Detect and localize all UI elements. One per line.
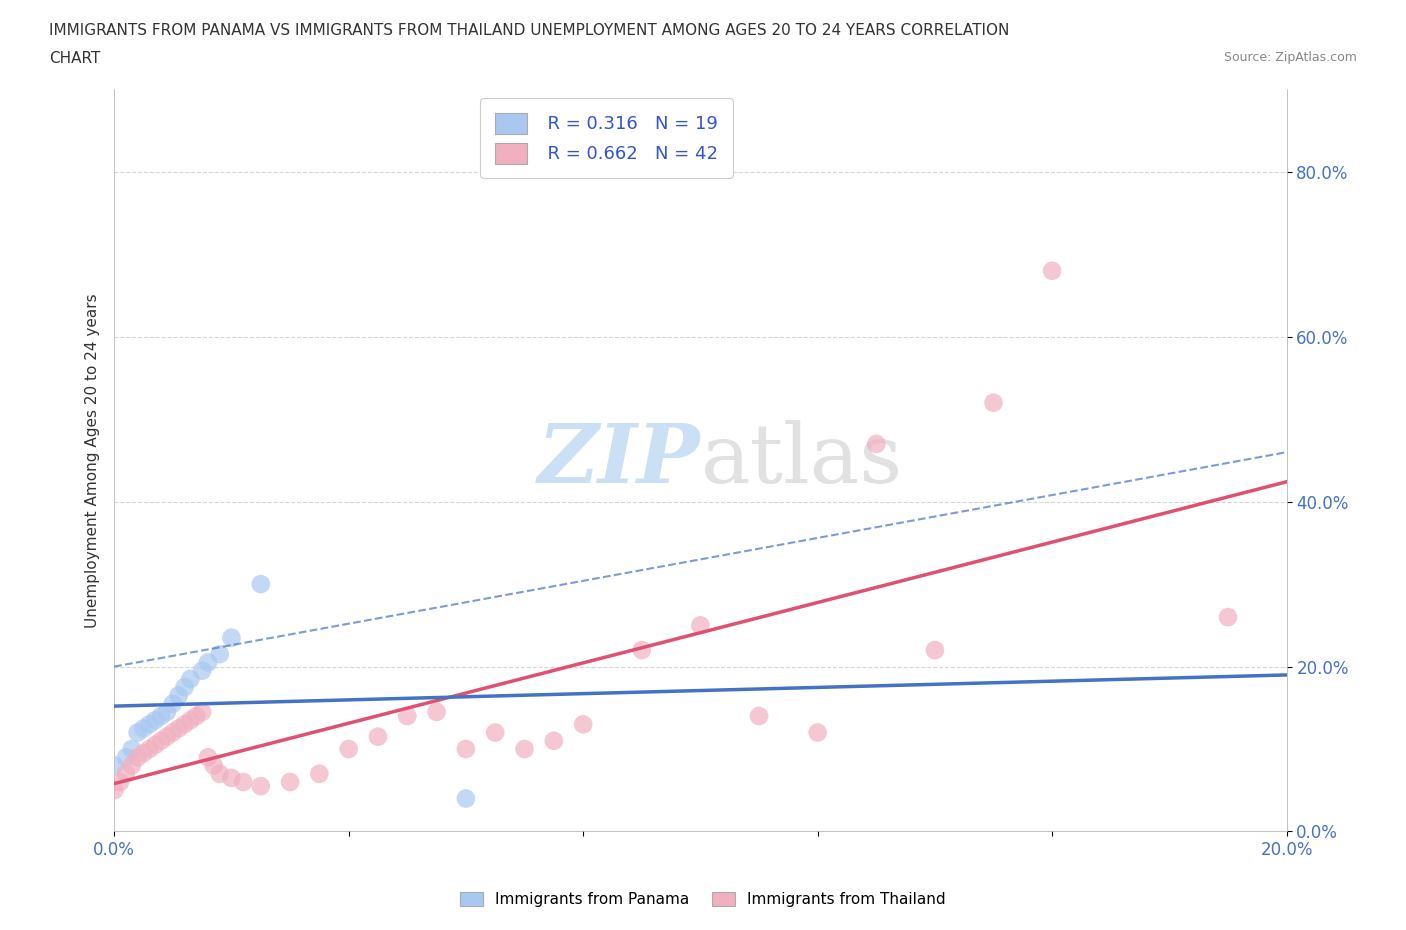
Point [454, 741, 477, 756]
Point [221, 631, 243, 645]
Point [143, 737, 166, 752]
Point [173, 680, 195, 695]
Point [156, 729, 179, 744]
Point [865, 436, 887, 451]
Point [249, 577, 271, 591]
Point [208, 646, 231, 661]
Point [162, 725, 184, 740]
Point [197, 655, 219, 670]
Point [543, 734, 565, 749]
Point [1216, 610, 1239, 625]
Point [426, 705, 449, 720]
Legend:   R = 0.316   N = 19,   R = 0.662   N = 42: R = 0.316 N = 19, R = 0.662 N = 42 [481, 99, 733, 178]
Point [572, 717, 595, 732]
Point [143, 712, 166, 727]
Point [197, 750, 219, 764]
Point [232, 775, 254, 790]
Point [983, 395, 1005, 410]
Point [121, 758, 143, 773]
Point [103, 783, 125, 798]
Point [186, 709, 208, 724]
Point [630, 643, 652, 658]
Point [337, 741, 360, 756]
Point [179, 712, 201, 727]
Point [484, 725, 506, 740]
Text: Source: ZipAtlas.com: Source: ZipAtlas.com [1223, 51, 1357, 64]
Point [191, 663, 214, 678]
Point [748, 709, 770, 724]
Point [1040, 263, 1063, 278]
Point [132, 746, 155, 761]
Point [121, 741, 143, 756]
Point [689, 618, 711, 632]
Point [513, 741, 536, 756]
Point [127, 750, 149, 764]
Point [308, 766, 330, 781]
Point [367, 729, 389, 744]
Point [807, 725, 830, 740]
Point [132, 721, 155, 736]
Point [221, 770, 243, 785]
Point [249, 778, 271, 793]
Point [138, 741, 160, 756]
Point [103, 758, 125, 773]
Point [150, 734, 173, 749]
Text: atlas: atlas [700, 420, 903, 500]
Legend: Immigrants from Panama, Immigrants from Thailand: Immigrants from Panama, Immigrants from … [454, 885, 952, 913]
Point [924, 643, 946, 658]
Point [191, 705, 214, 720]
Point [208, 766, 231, 781]
Point [167, 721, 190, 736]
Point [156, 705, 179, 720]
Point [167, 688, 190, 703]
Point [202, 758, 225, 773]
Point [278, 775, 301, 790]
Point [115, 766, 138, 781]
Point [150, 709, 173, 724]
Point [179, 671, 201, 686]
Point [162, 697, 184, 711]
Point [396, 709, 419, 724]
Point [127, 725, 149, 740]
Text: CHART: CHART [49, 51, 101, 66]
Point [108, 775, 131, 790]
Y-axis label: Unemployment Among Ages 20 to 24 years: Unemployment Among Ages 20 to 24 years [86, 293, 100, 628]
Point [115, 750, 138, 764]
Text: IMMIGRANTS FROM PANAMA VS IMMIGRANTS FROM THAILAND UNEMPLOYMENT AMONG AGES 20 TO: IMMIGRANTS FROM PANAMA VS IMMIGRANTS FRO… [49, 23, 1010, 38]
Point [138, 717, 160, 732]
Text: ZIP: ZIP [537, 420, 700, 500]
Point [454, 791, 477, 806]
Point [173, 717, 195, 732]
